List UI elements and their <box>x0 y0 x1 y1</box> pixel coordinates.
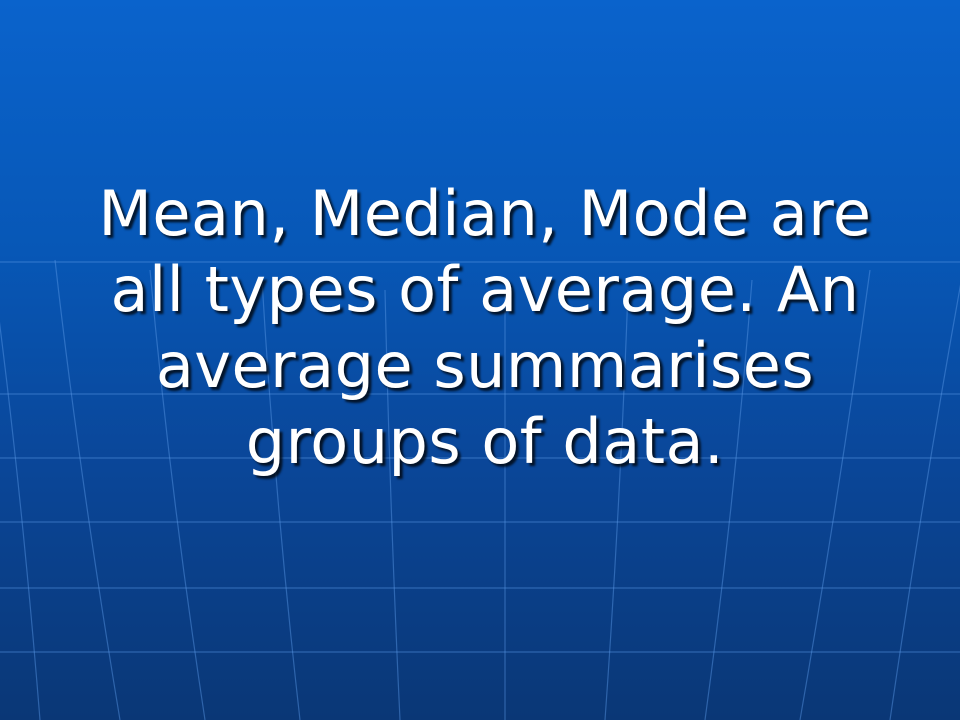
text-line-4: groups of data. <box>245 405 725 478</box>
grid-curve <box>799 269 871 720</box>
grid-curve <box>889 284 960 720</box>
text-line-1: Mean, Median, Mode are <box>98 177 872 250</box>
grid-curve <box>384 289 401 720</box>
slide-body-text: Mean, Median, Mode are all types of aver… <box>80 176 890 480</box>
text-line-3: average summarises <box>155 329 815 402</box>
grid-curve <box>604 289 629 720</box>
grid-curve <box>0 321 41 720</box>
grid-curve <box>261 279 301 720</box>
text-line-2: all types of average. An <box>110 253 860 326</box>
grid-curve <box>149 269 206 720</box>
grid-curve <box>704 279 753 720</box>
grid-curve <box>54 259 121 720</box>
